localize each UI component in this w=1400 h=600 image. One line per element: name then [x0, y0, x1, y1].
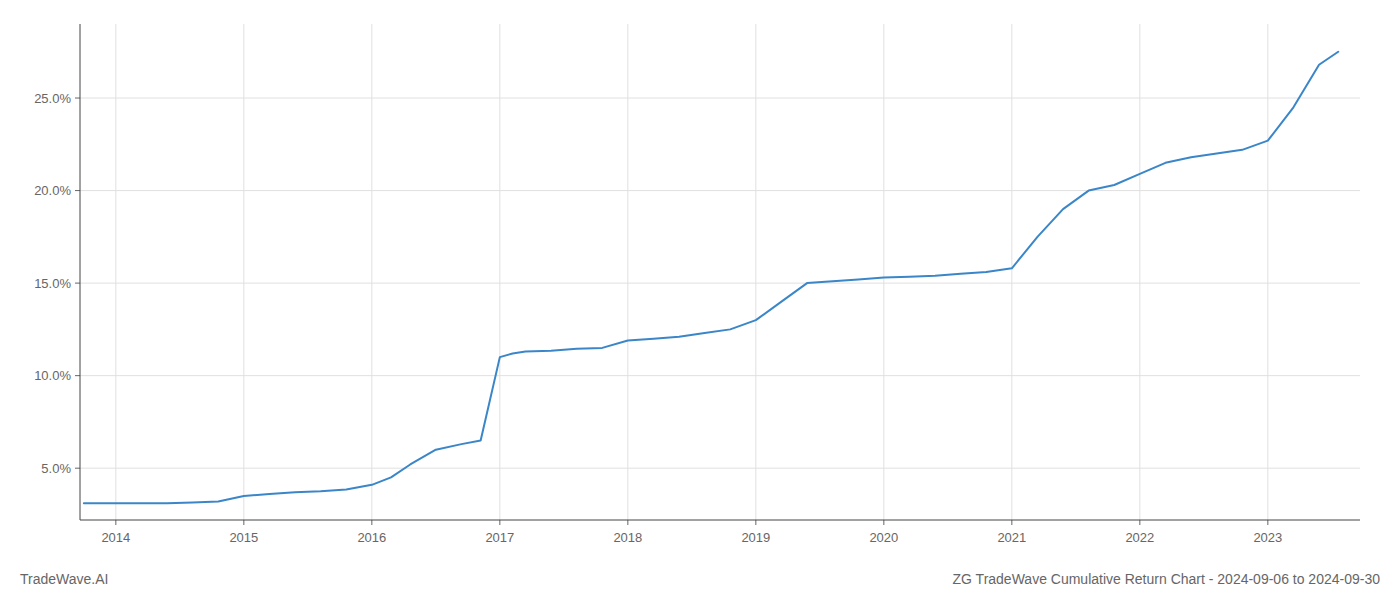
- grid-line-y: [80, 375, 1360, 376]
- y-tick-label: 10.0%: [34, 368, 71, 383]
- x-tick-label: 2020: [869, 530, 898, 545]
- x-tick: [1139, 520, 1140, 525]
- y-tick: [75, 283, 80, 284]
- x-tick-label: 2016: [357, 530, 386, 545]
- x-tick: [883, 520, 884, 525]
- line: [84, 52, 1338, 504]
- x-tick: [1267, 520, 1268, 525]
- footer: ZG TradeWave Cumulative Return Chart - 2…: [20, 571, 1380, 587]
- grid-line-y: [80, 190, 1360, 191]
- x-tick: [371, 520, 372, 525]
- y-axis-line: [80, 24, 81, 520]
- x-tick-label: 2014: [101, 530, 130, 545]
- y-tick: [75, 190, 80, 191]
- chart: 2014 2015 2016 2017 2018 2019 2020 2021 2022 2023…: [0, 0, 1400, 600]
- y-tick-label: 20.0%: [34, 183, 71, 198]
- x-tick: [243, 520, 244, 525]
- x-tick-label: 2017: [485, 530, 514, 545]
- title: ZG TradeWave Cumulative Return Chart - 2…: [953, 571, 1381, 587]
- page: {"chart_data": {"type": "line", "title":…: [0, 0, 1400, 600]
- grid-line-y: [80, 283, 1360, 284]
- x-tick: [627, 520, 628, 525]
- y-tick: [75, 375, 80, 376]
- x-tick-label: 2018: [613, 530, 642, 545]
- x-tick-label: 2019: [741, 530, 770, 545]
- watermark: TradeWave.AI: [20, 571, 108, 587]
- x-axis-line: [80, 520, 1360, 521]
- y-tick-label: 15.0%: [34, 276, 71, 291]
- x-tick: [115, 520, 116, 525]
- grid-line-y: [80, 468, 1360, 469]
- x-tick-label: 2023: [1253, 530, 1282, 545]
- axes: 2014 2015 2016 2017 2018 2019 2020 2021 2022 2023…: [34, 24, 1360, 545]
- x-tick: [755, 520, 756, 525]
- x-tick-label: 2022: [1125, 530, 1154, 545]
- y-tick-label: 5.0%: [41, 461, 71, 476]
- x-tick-label: 2021: [997, 530, 1026, 545]
- y-tick: [75, 98, 80, 99]
- x-tick: [1011, 520, 1012, 525]
- y-tick: [75, 468, 80, 469]
- x-tick: [499, 520, 500, 525]
- x-tick-label: 2015: [229, 530, 258, 545]
- plot-data: [84, 52, 1338, 504]
- y-tick-label: 25.0%: [34, 91, 71, 106]
- grid-line-y: [80, 98, 1360, 99]
- grid: [80, 24, 1360, 520]
